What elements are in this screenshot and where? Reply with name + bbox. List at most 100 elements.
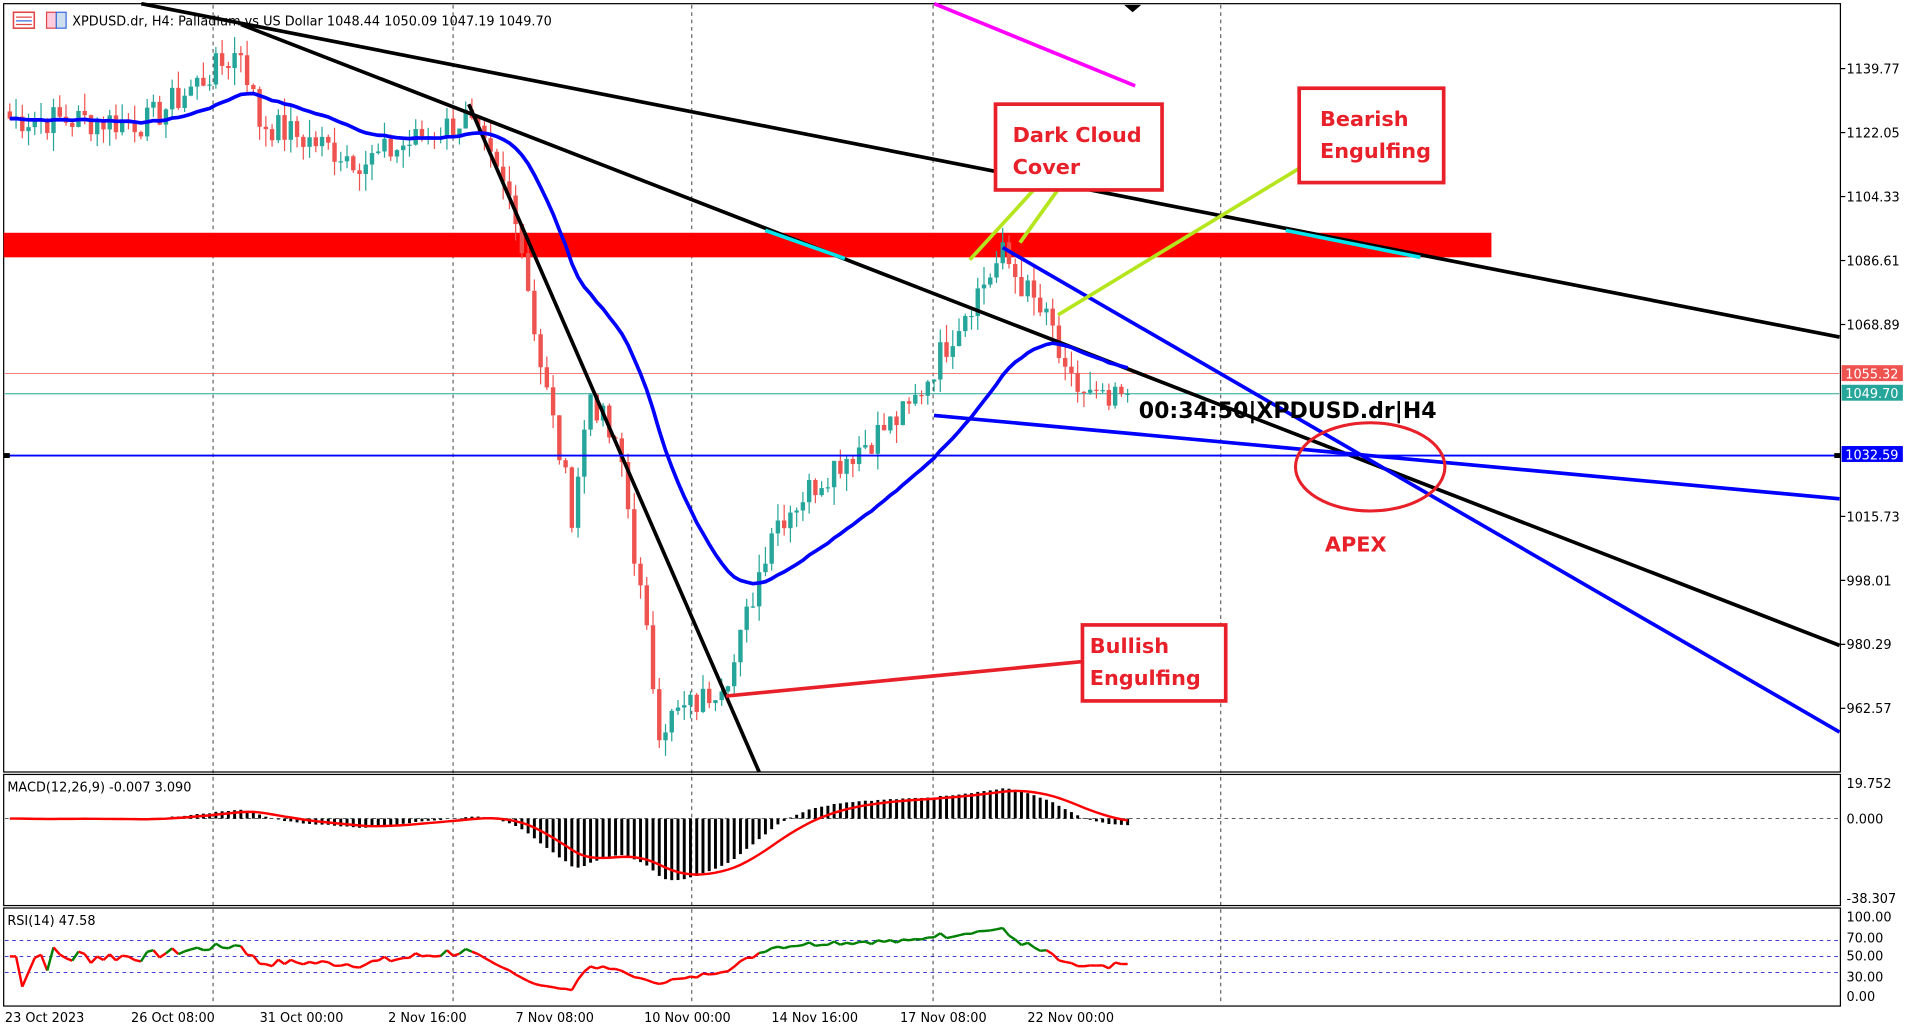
rsi-line-segment bbox=[808, 941, 816, 947]
candle-body bbox=[682, 705, 687, 708]
candle-body bbox=[588, 394, 593, 430]
candle-body bbox=[1062, 357, 1068, 367]
candle-body bbox=[975, 288, 980, 316]
rsi-line-segment bbox=[408, 952, 417, 959]
rsi-line-segment bbox=[508, 969, 517, 976]
candle-body bbox=[838, 460, 843, 474]
bearish-line2: Engulfing bbox=[1320, 139, 1431, 163]
candle-body bbox=[519, 224, 525, 254]
chart-list-icon[interactable] bbox=[12, 11, 36, 29]
candle-body bbox=[756, 572, 762, 607]
rsi-line-segment bbox=[534, 982, 541, 987]
rsi-line-segment bbox=[439, 949, 448, 957]
rsi-line-segment bbox=[246, 953, 254, 957]
rsi-line-segment bbox=[952, 934, 960, 939]
candle-body bbox=[1106, 390, 1112, 406]
candle-body bbox=[500, 166, 506, 182]
rsi-line-segment bbox=[727, 965, 735, 973]
candle-body bbox=[157, 101, 162, 125]
rsi-line-segment bbox=[883, 938, 891, 944]
price-tick-label: 1015.73 bbox=[1847, 510, 1900, 525]
candle-body bbox=[575, 476, 581, 528]
rsi-line-segment bbox=[896, 938, 904, 944]
candle-body bbox=[925, 381, 930, 396]
rsi-line-segment bbox=[690, 975, 697, 979]
rsi-line-segment bbox=[652, 981, 660, 986]
candle-body bbox=[1087, 389, 1093, 393]
rsi-line-segment bbox=[877, 939, 885, 944]
rsi-line-segment bbox=[46, 947, 55, 971]
pointer-line bbox=[1057, 163, 1306, 317]
candle-body bbox=[326, 136, 331, 143]
candle-body bbox=[32, 120, 37, 128]
rsi-panel[interactable] bbox=[3, 907, 1842, 1007]
rsi-line-segment bbox=[902, 938, 910, 942]
drawings[interactable] bbox=[3, 1, 1841, 773]
rsi-line-segment bbox=[383, 955, 392, 963]
candle-body bbox=[463, 109, 468, 129]
chart-shift-marker-icon[interactable] bbox=[1124, 4, 1142, 13]
annotation-bullish-engulfing[interactable]: Bullish Engulfing bbox=[1080, 623, 1228, 703]
candle-body bbox=[457, 128, 462, 136]
rsi-line-segment bbox=[590, 965, 598, 970]
candle-body bbox=[357, 170, 362, 175]
blue-trendline bbox=[933, 413, 1840, 501]
rsi-line-segment bbox=[208, 942, 217, 951]
rsi-line-segment bbox=[277, 958, 286, 966]
rsi-line-segment bbox=[664, 978, 673, 984]
rsi-line-segment bbox=[846, 941, 854, 946]
candle-body bbox=[319, 136, 325, 147]
rsi-line-segment bbox=[958, 932, 966, 937]
apex-ellipse[interactable] bbox=[1293, 421, 1447, 513]
rsi-tick: 100.00 bbox=[1847, 910, 1892, 925]
annotation-dark-cloud[interactable]: Dark Cloud Cover bbox=[993, 102, 1164, 192]
price-panel[interactable] bbox=[3, 3, 1842, 773]
candle-body bbox=[182, 95, 187, 108]
candle-body bbox=[763, 563, 768, 573]
candle-body bbox=[238, 53, 244, 56]
candle-body bbox=[563, 460, 568, 468]
hline-price-tag: 1032.59 bbox=[1841, 446, 1903, 464]
rsi-line-segment bbox=[39, 954, 49, 972]
rsi-line-segment bbox=[346, 963, 354, 968]
candle-body bbox=[307, 137, 312, 147]
candle-body bbox=[632, 509, 637, 564]
template-icon[interactable] bbox=[45, 11, 67, 29]
candle-body bbox=[794, 510, 799, 513]
pointer-line bbox=[1018, 185, 1062, 244]
candle-body bbox=[950, 346, 955, 357]
candle-body bbox=[269, 129, 275, 141]
rsi-line-segment bbox=[458, 947, 467, 955]
price-tick-label: 1086.61 bbox=[1847, 254, 1900, 269]
candle-body bbox=[525, 253, 531, 291]
candle-body bbox=[1019, 277, 1024, 297]
price-tick-label: 1122.05 bbox=[1847, 126, 1900, 141]
rsi-line-segment bbox=[990, 928, 997, 932]
rsi-line-segment bbox=[921, 936, 929, 941]
macd-panel[interactable] bbox=[3, 773, 1842, 907]
annotation-bearish-engulfing[interactable]: Bearish Engulfing bbox=[1297, 86, 1446, 185]
candle-body bbox=[201, 77, 206, 86]
candle-body bbox=[188, 86, 194, 96]
candle-body bbox=[956, 331, 962, 347]
candle-body bbox=[625, 462, 631, 510]
pointer-line-bullish bbox=[725, 659, 1082, 698]
candle-body bbox=[344, 156, 350, 162]
candle-body bbox=[1081, 391, 1087, 394]
candle-body bbox=[401, 145, 406, 151]
candle-body bbox=[819, 488, 824, 496]
candle-body bbox=[644, 585, 649, 626]
candle-body bbox=[544, 367, 550, 388]
rsi-line-segment bbox=[1114, 961, 1122, 966]
candle-body bbox=[825, 487, 831, 489]
resistance-zone bbox=[3, 232, 1492, 258]
black-trendline bbox=[467, 103, 761, 773]
rsi-line-segment bbox=[715, 971, 723, 976]
rsi-line-segment bbox=[864, 940, 873, 946]
candle-body bbox=[101, 120, 106, 130]
rsi-line-segment bbox=[252, 954, 261, 965]
candle-body bbox=[45, 118, 50, 134]
candle-body bbox=[369, 153, 375, 165]
rsi-line-segment bbox=[1026, 941, 1035, 949]
